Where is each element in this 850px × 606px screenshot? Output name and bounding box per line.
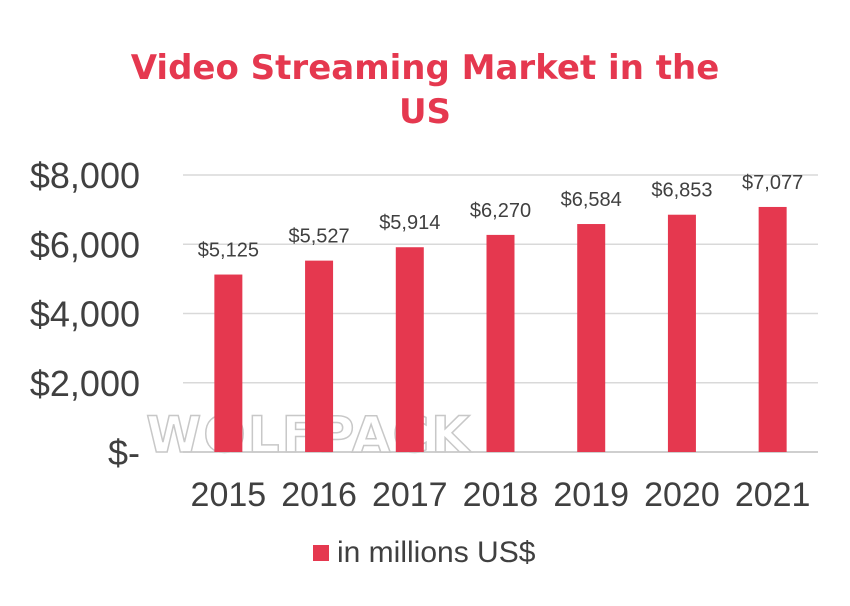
y-tick-label: $6,000	[30, 224, 140, 265]
x-tick-label: 2017	[372, 476, 448, 514]
data-label: $5,125	[198, 240, 259, 262]
bar-2018	[486, 234, 515, 452]
y-axis-tick-labels: $- $2,000 $4,000 $6,000 $8,000	[30, 155, 140, 473]
chart-title: Video Streaming Market in the US	[0, 46, 850, 134]
legend: in millions US$	[313, 536, 536, 569]
data-label: $6,270	[470, 200, 531, 222]
bar-2017	[395, 247, 424, 452]
x-axis-tick-labels: 2015 2016 2017 2018 2019 2020 2021	[191, 476, 811, 514]
x-tick-label: 2018	[463, 476, 539, 514]
data-label: $7,077	[742, 172, 803, 194]
data-labels: $5,125 $5,527 $5,914 $6,270 $6,584 $6,853 $7,0…	[198, 172, 803, 262]
bar-2019	[577, 224, 606, 452]
y-tick-label: $4,000	[30, 294, 140, 335]
bar-2020	[667, 214, 696, 452]
chart-title-line-2: US	[398, 92, 452, 132]
chart-title-line-1: Video Streaming Market in the	[130, 48, 720, 88]
bar-2021	[758, 206, 787, 452]
x-tick-label: 2015	[191, 476, 267, 514]
bar-2015	[214, 274, 243, 452]
bars	[214, 206, 787, 452]
data-label: $5,527	[288, 226, 349, 248]
data-label: $6,584	[561, 189, 622, 211]
data-label: $6,853	[651, 180, 712, 202]
x-tick-label: 2021	[735, 476, 811, 514]
data-label: $5,914	[379, 212, 440, 234]
y-tick-label: $-	[108, 432, 140, 473]
x-tick-label: 2019	[553, 476, 629, 514]
legend-label: in millions US$	[337, 536, 536, 569]
legend-swatch	[313, 545, 329, 561]
x-tick-label: 2016	[281, 476, 357, 514]
y-tick-label: $2,000	[30, 363, 140, 404]
y-tick-label: $8,000	[30, 155, 140, 196]
bar-2016	[305, 260, 334, 452]
x-tick-label: 2020	[644, 476, 720, 514]
